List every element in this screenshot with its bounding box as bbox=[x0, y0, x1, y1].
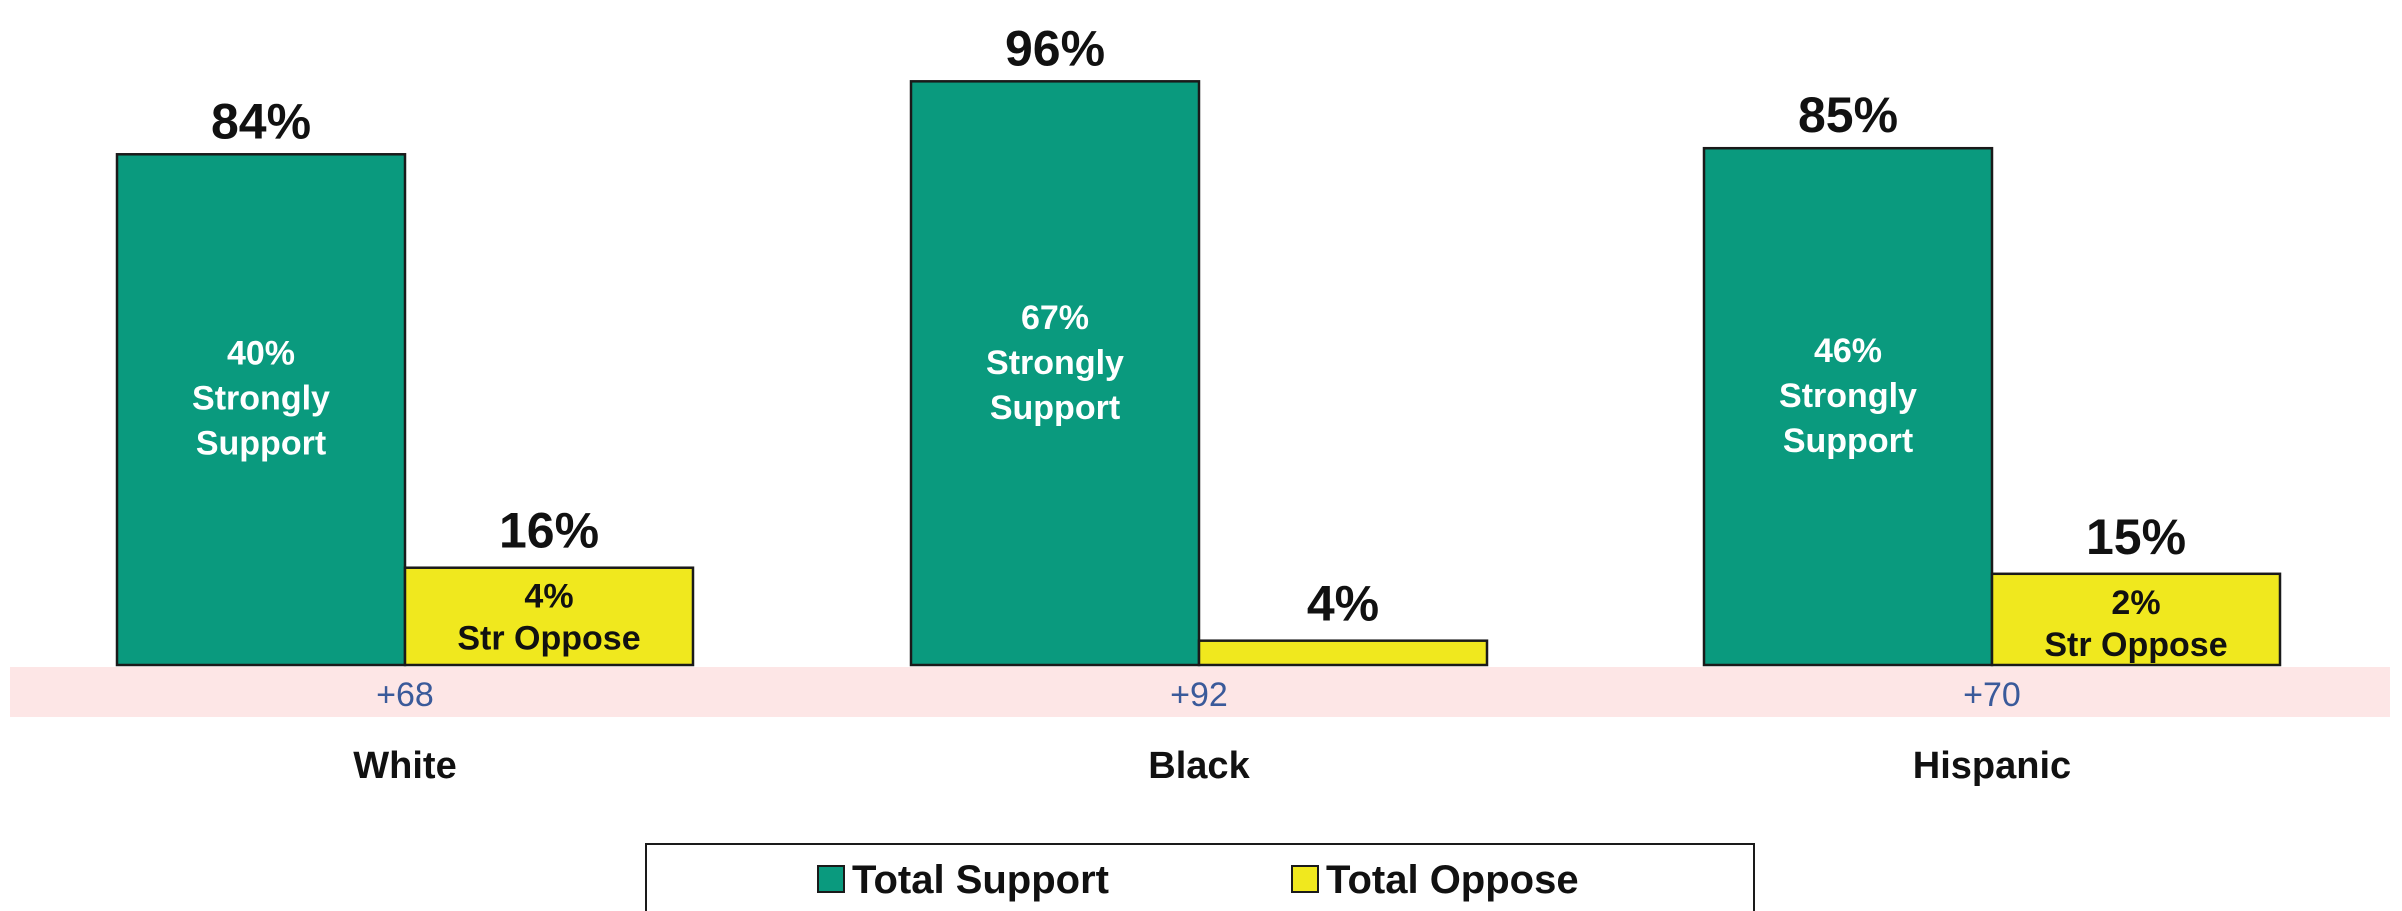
strong-support-value: 67% bbox=[1021, 299, 1089, 337]
strong-support-text: Support bbox=[196, 425, 326, 463]
bar-support-hispanic bbox=[1702, 146, 1994, 667]
bar-oppose-white bbox=[403, 566, 695, 667]
oppose-value-label: 15% bbox=[2086, 509, 2186, 565]
strong-support-value: 46% bbox=[1814, 332, 1882, 370]
net-margin-label: +68 bbox=[376, 676, 434, 714]
support-value-label: 96% bbox=[1005, 20, 1105, 76]
oppose-value-label: 4% bbox=[1307, 576, 1379, 632]
oppose-value-label: 16% bbox=[499, 503, 599, 559]
category-label: Hispanic bbox=[1913, 745, 2071, 787]
strong-support-text: Support bbox=[990, 389, 1120, 427]
category-label: White bbox=[353, 745, 456, 787]
bar-oppose-hispanic bbox=[1990, 572, 2282, 667]
strong-oppose-text: Str Oppose bbox=[457, 620, 640, 658]
strong-support-text: Strongly bbox=[986, 344, 1124, 382]
legend-swatch-oppose bbox=[1291, 865, 1319, 893]
support-value-label: 84% bbox=[211, 93, 311, 149]
strong-support-text: Support bbox=[1783, 422, 1913, 460]
strong-oppose-value: 4% bbox=[524, 578, 573, 616]
legend-label-support: Total Support bbox=[852, 858, 1109, 902]
strong-support-value: 40% bbox=[227, 335, 295, 373]
bar-support-white bbox=[115, 153, 407, 667]
strong-support-text: Strongly bbox=[192, 380, 330, 418]
category-label: Black bbox=[1148, 745, 1250, 787]
strong-support-text: Strongly bbox=[1779, 377, 1917, 415]
legend-box bbox=[645, 843, 1755, 911]
strong-oppose-value: 2% bbox=[2111, 584, 2160, 622]
strong-oppose-text: Str Oppose bbox=[2044, 626, 2227, 664]
net-margin-band bbox=[10, 667, 2390, 717]
net-margin-label: +92 bbox=[1170, 676, 1228, 714]
bar-oppose-black bbox=[1197, 639, 1489, 667]
net-margin-label: +70 bbox=[1963, 676, 2021, 714]
bar-support-black bbox=[909, 80, 1201, 667]
legend-label-oppose: Total Oppose bbox=[1326, 858, 1579, 902]
legend-swatch-support bbox=[817, 865, 845, 893]
support-value-label: 85% bbox=[1798, 87, 1898, 143]
